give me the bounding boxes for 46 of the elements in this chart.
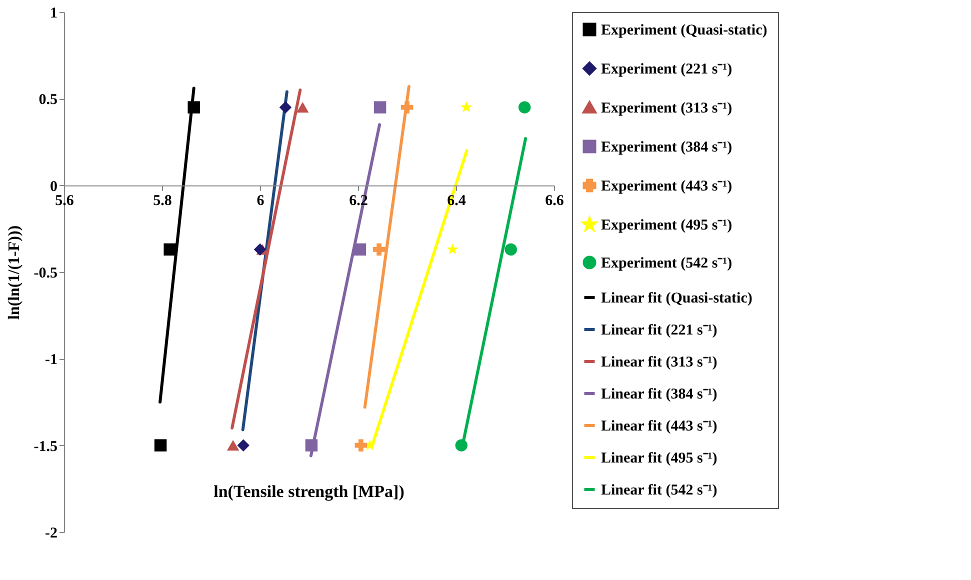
point [455, 439, 468, 452]
y-tick-label: 1 [50, 6, 58, 22]
legend-label: Experiment (384 s⁻¹) [601, 140, 732, 156]
x-tick-label: 5.8 [153, 192, 172, 209]
legend-label: Linear fit (221 s⁻¹) [601, 322, 718, 338]
legend-label: Experiment (443 s⁻¹) [601, 178, 732, 194]
point [460, 101, 472, 112]
point [296, 102, 309, 113]
x-tick-label: 5.6 [55, 192, 74, 209]
point [305, 439, 318, 452]
y-tick-label: -1 [45, 352, 58, 368]
point [518, 101, 531, 114]
y-tick-label: -0.5 [34, 266, 58, 282]
legend-label: Linear fit (313 s⁻¹) [601, 354, 718, 370]
legend-label: Experiment (221 s⁻¹) [601, 62, 732, 78]
point [354, 439, 368, 452]
point [237, 439, 250, 452]
point [154, 439, 167, 452]
legend-label: Linear fit (443 s⁻¹) [601, 418, 718, 434]
y-axis-title: ln(ln(1/(1-F))) [6, 225, 23, 320]
legend-label: Linear fit (384 s⁻¹) [601, 386, 718, 402]
point [400, 101, 414, 114]
point [504, 243, 518, 256]
legend-label: Experiment (542 s⁻¹) [601, 256, 732, 272]
x-axis-title: ln(Tensile strength [MPa]) [214, 482, 404, 501]
x-tick-label: 6.6 [545, 192, 564, 209]
point [226, 440, 240, 451]
y-tick-label: 0 [50, 178, 58, 195]
point [446, 243, 458, 254]
x-tick-label: 6 [256, 192, 265, 209]
point [372, 243, 386, 256]
y-tick-label: -2 [45, 526, 58, 542]
legend-label: Linear fit (495 s⁻¹) [601, 450, 718, 466]
legend-label: Linear fit (542 s⁻¹) [601, 482, 718, 498]
point [374, 101, 386, 114]
point [164, 243, 176, 256]
point [354, 243, 366, 256]
y-tick-label: -1.5 [34, 438, 58, 455]
point [188, 101, 200, 114]
legend-label: Linear fit (Quasi-static) [601, 290, 752, 306]
legend-label: Experiment (495 s⁻¹) [601, 218, 732, 234]
y-tick-label: 0.5 [38, 92, 58, 108]
point [254, 243, 266, 256]
point [279, 101, 292, 114]
legend-label: Experiment (Quasi-static) [601, 22, 768, 38]
legend-label: Experiment (313 s⁻¹) [601, 100, 732, 116]
